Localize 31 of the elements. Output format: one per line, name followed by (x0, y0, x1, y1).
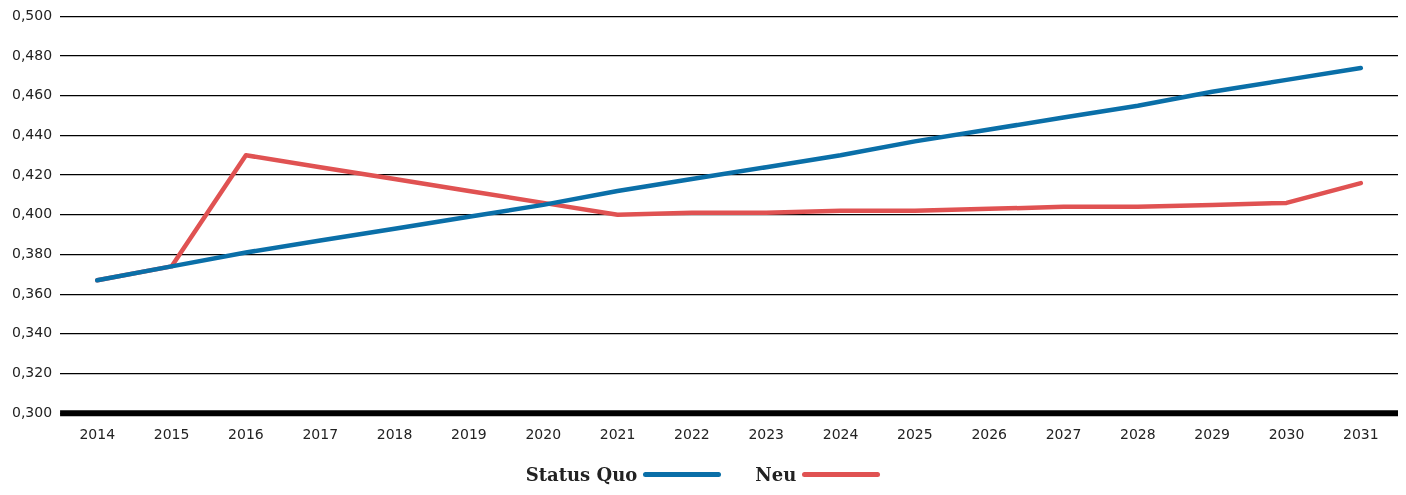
x-tick-label: 2021 (599, 426, 636, 443)
y-tick-label: 0,420 (11, 165, 53, 182)
x-tick-label: 2030 (1268, 426, 1305, 443)
x-tick-label: 2023 (748, 426, 785, 443)
x-tick-label: 2026 (971, 426, 1008, 443)
y-tick-label: 0,300 (11, 403, 53, 420)
x-tick-label: 2022 (674, 426, 710, 443)
y-tick-label: 0,340 (11, 324, 53, 341)
y-tick-label: 0,320 (11, 364, 53, 381)
y-tick-label: 0,480 (11, 46, 53, 63)
x-tick-label: 2027 (1045, 426, 1082, 443)
y-tick-label: 0,500 (11, 7, 53, 24)
x-tick-label: 2029 (1194, 426, 1230, 443)
x-tick-label: 2018 (376, 426, 413, 443)
legend-label: Status Quo (525, 464, 638, 485)
y-tick-label: 0,360 (11, 284, 53, 301)
x-tick-label: 2017 (302, 426, 339, 443)
x-tick-label: 2015 (153, 426, 190, 443)
y-tick-label: 0,440 (11, 126, 53, 143)
legend-label: Neu (755, 464, 797, 485)
y-tick-label: 0,460 (11, 86, 53, 103)
y-tick-label: 0,400 (11, 205, 53, 222)
x-tick-label: 2014 (79, 426, 116, 443)
x-tick-label: 2028 (1120, 426, 1156, 443)
y-tick-label: 0,380 (11, 245, 53, 262)
x-tick-label: 2025 (897, 426, 933, 443)
x-tick-label: 2016 (228, 426, 264, 443)
x-tick-label: 2019 (451, 426, 487, 443)
x-tick-label: 2024 (822, 426, 859, 443)
x-tick-label: 2020 (525, 426, 562, 443)
x-tick-label: 2031 (1343, 426, 1379, 443)
